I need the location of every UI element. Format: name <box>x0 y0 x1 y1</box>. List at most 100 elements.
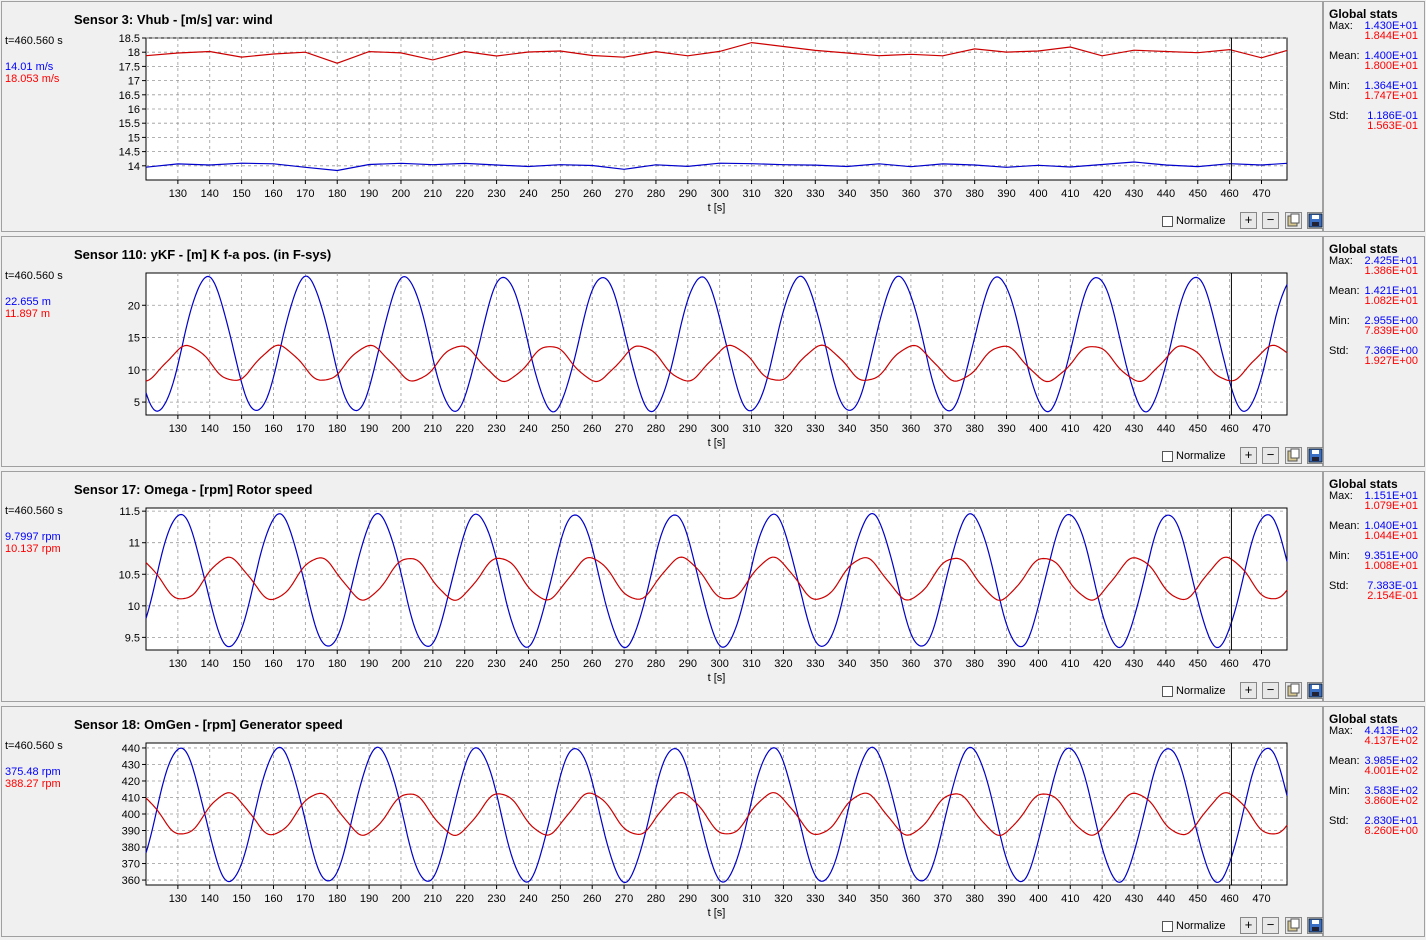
cursor-value-red: 10.137 rpm <box>5 543 61 555</box>
x-tick-label: 390 <box>997 423 1015 435</box>
x-tick-label: 140 <box>201 423 219 435</box>
x-tick-label: 360 <box>902 423 920 435</box>
x-tick-label: 420 <box>1093 188 1111 200</box>
series-line-blue <box>145 512 1288 649</box>
zoom-in-button[interactable]: + <box>1240 917 1257 934</box>
stat-value-red: 7.839E+00 <box>1364 325 1418 337</box>
x-tick-label: 390 <box>997 188 1015 200</box>
y-tick-label: 14.5 <box>119 147 140 159</box>
stat-value-red: 1.927E+00 <box>1364 355 1418 367</box>
save-icon[interactable] <box>1307 917 1324 934</box>
y-tick-label: 400 <box>122 809 140 821</box>
save-icon[interactable] <box>1307 212 1324 229</box>
copy-icon[interactable] <box>1285 917 1302 934</box>
line-chart[interactable]: 130 140 150 160 170 180 190 200 210 220 230 240 250 2… <box>2 237 1322 470</box>
line-chart[interactable]: 130 140 150 160 170 180 190 200 210 220 230 240 250 2… <box>2 472 1322 705</box>
normalize-toggle[interactable]: Normalize <box>1162 215 1226 227</box>
normalize-checkbox[interactable] <box>1162 685 1173 697</box>
x-tick-label: 160 <box>264 188 282 200</box>
x-tick-label: 270 <box>615 188 633 200</box>
stat-value-red: 8.260E+00 <box>1364 825 1418 837</box>
line-chart[interactable]: 130 140 150 160 170 180 190 200 210 220 230 240 250 2… <box>2 2 1322 235</box>
x-tick-label: 210 <box>424 893 442 905</box>
zoom-in-button[interactable]: + <box>1240 447 1257 464</box>
y-tick-label: 15.5 <box>119 118 140 130</box>
cursor-time: t=460.560 s <box>5 35 63 47</box>
x-tick-label: 330 <box>806 658 824 670</box>
x-tick-label: 400 <box>1029 423 1047 435</box>
stat-value-red: 1.800E+01 <box>1364 60 1418 72</box>
normalize-toggle[interactable]: Normalize <box>1162 450 1226 462</box>
copy-icon[interactable] <box>1285 682 1302 699</box>
save-icon[interactable] <box>1307 447 1324 464</box>
zoom-out-button[interactable]: − <box>1262 447 1279 464</box>
x-tick-label: 220 <box>456 893 474 905</box>
y-tick-label: 380 <box>122 842 140 854</box>
copy-icon[interactable] <box>1285 447 1302 464</box>
zoom-in-button[interactable]: + <box>1240 212 1257 229</box>
x-tick-label: 290 <box>679 893 697 905</box>
normalize-label: Normalize <box>1176 920 1226 932</box>
line-chart[interactable]: 130 140 150 160 170 180 190 200 210 220 230 240 250 2… <box>2 707 1322 940</box>
x-tick-label: 200 <box>392 893 410 905</box>
y-tick-label: 10 <box>128 365 140 377</box>
x-tick-label: 390 <box>997 658 1015 670</box>
x-tick-label: 190 <box>360 423 378 435</box>
x-tick-label: 420 <box>1093 893 1111 905</box>
plot-area: Sensor 110: yKF - [m] K f-a pos. (in F-s… <box>1 236 1324 470</box>
zoom-in-button[interactable]: + <box>1240 682 1257 699</box>
x-tick-label: 440 <box>1157 423 1175 435</box>
x-tick-label: 210 <box>424 188 442 200</box>
normalize-checkbox[interactable] <box>1162 450 1173 462</box>
x-tick-label: 270 <box>615 423 633 435</box>
zoom-out-button[interactable]: − <box>1262 682 1279 699</box>
x-tick-label: 130 <box>169 658 187 670</box>
x-axis-label: t [s] <box>708 907 726 919</box>
x-tick-label: 400 <box>1029 658 1047 670</box>
x-tick-label: 180 <box>328 188 346 200</box>
x-tick-label: 180 <box>328 893 346 905</box>
x-tick-label: 220 <box>456 188 474 200</box>
cursor-value-red: 11.897 m <box>5 308 51 320</box>
x-tick-label: 370 <box>934 658 952 670</box>
global-stats-title: Global stats <box>1329 477 1398 491</box>
x-tick-label: 180 <box>328 423 346 435</box>
y-tick-label: 17.5 <box>119 61 140 73</box>
x-tick-label: 250 <box>551 893 569 905</box>
x-tick-label: 200 <box>392 188 410 200</box>
x-tick-label: 290 <box>679 658 697 670</box>
copy-icon[interactable] <box>1285 212 1302 229</box>
global-stats-panel: Global stats Max: 4.413E+02 4.137E+02 Me… <box>1323 706 1425 937</box>
zoom-out-button[interactable]: − <box>1262 917 1279 934</box>
stat-value-blue: 1.421E+01 <box>1364 285 1418 297</box>
x-tick-label: 140 <box>201 893 219 905</box>
plot-background <box>145 507 1288 651</box>
normalize-toggle[interactable]: Normalize <box>1162 685 1226 697</box>
x-tick-label: 240 <box>519 423 537 435</box>
normalize-label: Normalize <box>1176 450 1226 462</box>
stat-label: Max: <box>1329 725 1353 737</box>
normalize-toggle[interactable]: Normalize <box>1162 920 1226 932</box>
zoom-out-button[interactable]: − <box>1262 212 1279 229</box>
global-stats-title: Global stats <box>1329 712 1398 726</box>
x-tick-label: 200 <box>392 658 410 670</box>
sensor-title: Sensor 3: Vhub - [m/s] var: wind <box>74 12 273 27</box>
x-tick-label: 340 <box>838 893 856 905</box>
x-tick-label: 190 <box>360 658 378 670</box>
stat-value-blue: 7.366E+00 <box>1364 345 1418 357</box>
x-tick-label: 260 <box>583 658 601 670</box>
y-tick-label: 18.5 <box>119 33 140 45</box>
x-tick-label: 170 <box>296 188 314 200</box>
y-tick-label: 440 <box>122 743 140 755</box>
sensor-title: Sensor 110: yKF - [m] K f-a pos. (in F-s… <box>74 247 332 262</box>
normalize-checkbox[interactable] <box>1162 920 1173 932</box>
x-tick-label: 470 <box>1252 423 1270 435</box>
x-tick-label: 250 <box>551 423 569 435</box>
normalize-checkbox[interactable] <box>1162 215 1173 227</box>
x-tick-label: 430 <box>1125 658 1143 670</box>
stat-label: Std: <box>1329 580 1349 592</box>
stat-label: Std: <box>1329 345 1349 357</box>
series-line-blue <box>145 161 1288 172</box>
stat-value-red: 1.044E+01 <box>1364 530 1418 542</box>
x-tick-label: 280 <box>647 188 665 200</box>
